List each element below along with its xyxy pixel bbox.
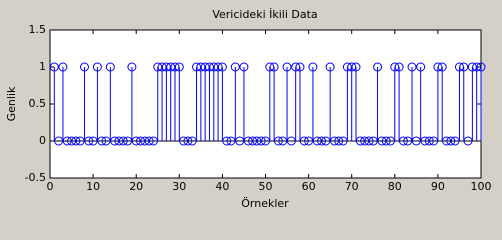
stem-marker [217,62,227,72]
stem-marker [183,136,193,146]
stem-marker [136,136,146,146]
stem-marker [325,62,335,72]
stem-marker [269,62,279,72]
stem-marker [420,136,430,146]
stem-marker [442,136,452,146]
x-tick-label: 0 [47,180,54,193]
stem-marker [416,62,426,72]
stem-marker [256,136,266,146]
stem-marker [334,136,344,146]
stem-marker [67,136,77,146]
stem-marker [381,136,391,146]
stem-marker [71,136,81,146]
stem-marker [62,136,72,146]
stem-marker [92,62,102,72]
stem-marker [437,62,447,72]
y-tick-label: 0 [39,134,46,147]
x-tick-label: 10 [86,180,100,193]
stem-marker [299,136,309,146]
stem-marker [179,136,189,146]
stem-marker [282,62,292,72]
stem-marker [364,136,374,146]
stem-marker [110,136,120,146]
stem-marker [118,136,128,146]
plot-area [49,29,482,179]
chart-title: Vericideki İkili Data [212,8,317,21]
y-tick-label: 1.5 [29,23,47,36]
stem-marker [407,62,417,72]
stem-marker [273,136,283,146]
x-tick-label: 30 [172,180,186,193]
stem-marker [114,136,124,146]
stem-marker [446,136,456,146]
stem-marker [329,136,339,146]
stem-marker [174,62,184,72]
stem-marker [394,62,404,72]
x-tick-label: 90 [431,180,445,193]
stem-marker [230,62,240,72]
stem-marker [295,62,305,72]
stem-marker [355,136,365,146]
stem-marker [373,62,383,72]
stem-marker [58,62,68,72]
x-axis-label: Örnekler [241,197,289,210]
stem-marker [377,136,387,146]
x-tick-label: 20 [129,180,143,193]
stem-marker [97,136,107,146]
x-tick-label: 80 [388,180,402,193]
stem-marker [49,62,59,72]
stem-marker [105,62,115,72]
stem-marker [312,136,322,146]
chart: Vericideki İkili Data Örnekler Genlik 0 1… [5,8,492,210]
stem-marker [84,136,94,146]
stem-marker [252,136,262,146]
x-tick-label: 50 [259,180,273,193]
stem-marker [317,136,327,146]
stem-marker [144,136,154,146]
stem-marker [459,62,469,72]
stem-marker [239,62,249,72]
stem-marker [351,62,361,72]
stem-marker [140,136,150,146]
y-tick-label: -0.5 [25,171,46,184]
y-tick-label: 1 [39,60,46,73]
x-tick-label: 40 [215,180,229,193]
x-tick-label: 70 [345,180,359,193]
stem-marker [243,136,253,146]
stem-marker [127,62,137,72]
x-tick-label: 100 [471,180,492,193]
stem-marker [222,136,232,146]
stem-marker [360,136,370,146]
stem-marker [476,62,486,72]
stem-marker [248,136,258,146]
stem-marker [131,136,141,146]
stem-marker [308,62,318,72]
y-tick-label: 0.5 [29,97,47,110]
stem-marker [398,136,408,146]
x-tick-label: 60 [302,180,316,193]
y-axis-label: Genlik [5,86,18,121]
stem-marker [424,136,434,146]
stem-marker [79,62,89,72]
